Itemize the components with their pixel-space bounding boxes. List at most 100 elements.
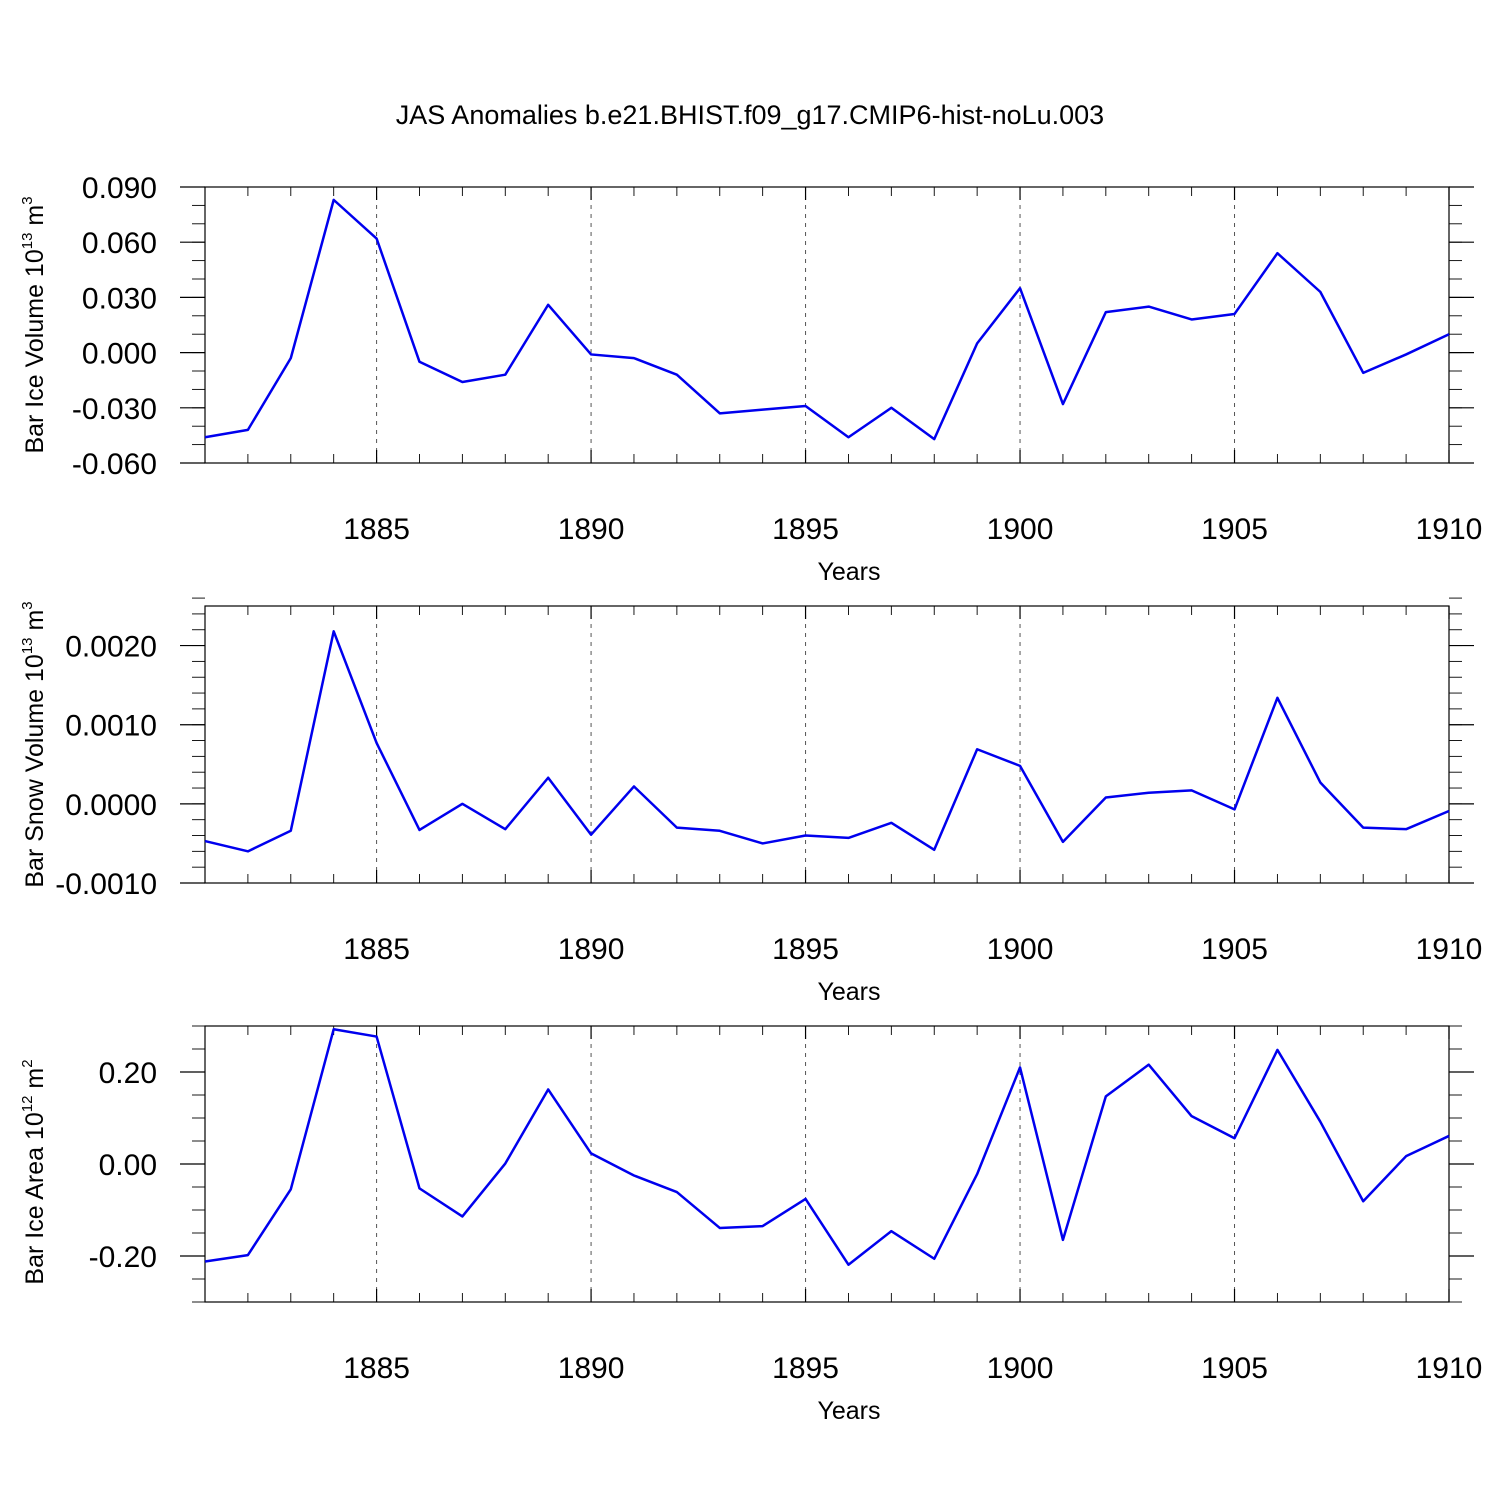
- y-tick-label: 0.00: [99, 1149, 157, 1182]
- data-point: [1104, 1094, 1108, 1098]
- y-axis-title-part-2: 13: [19, 637, 36, 654]
- y-tick-label: 0.000: [82, 338, 157, 371]
- data-point: [589, 833, 593, 837]
- data-point: [417, 1186, 421, 1190]
- y-axis-title-part-1: Bar Ice Area 10: [21, 1112, 49, 1284]
- data-point: [1361, 826, 1365, 830]
- x-tick-label: 1910: [1416, 933, 1483, 966]
- data-point: [1447, 809, 1451, 813]
- data-point: [975, 341, 979, 345]
- data-point: [761, 841, 765, 845]
- data-point: [589, 352, 593, 356]
- x-axis-title: Years: [817, 978, 880, 1006]
- x-tick-label: 1885: [343, 513, 410, 546]
- data-point: [718, 411, 722, 415]
- chart-panel-1: 1885 1890 1895 1900 1905 1910 -0.060 -0.030 0.00…: [19, 172, 1482, 586]
- x-axis-title: Years: [817, 558, 880, 586]
- y-tick-label: -0.030: [72, 393, 157, 426]
- y-axis-title: Bar Snow Volume 1013 m3: [19, 601, 49, 887]
- data-point: [1233, 807, 1237, 811]
- data-point: [1147, 305, 1151, 309]
- data-point: [1147, 791, 1151, 795]
- y-tick-label: -0.20: [89, 1241, 157, 1274]
- data-point: [1275, 1048, 1279, 1052]
- x-tick-label: 1895: [772, 1352, 839, 1385]
- data-point: [332, 629, 336, 633]
- data-point: [761, 408, 765, 412]
- data-point: [203, 435, 207, 439]
- data-point: [718, 829, 722, 833]
- data-point: [675, 826, 679, 830]
- data-point: [1318, 1120, 1322, 1124]
- data-point: [289, 829, 293, 833]
- data-point: [503, 827, 507, 831]
- data-point: [460, 802, 464, 806]
- data-point: [846, 836, 850, 840]
- data-point: [203, 839, 207, 843]
- data-point: [1233, 1136, 1237, 1140]
- data-point: [804, 404, 808, 408]
- data-point: [460, 380, 464, 384]
- y-tick-label: -0.060: [72, 448, 157, 481]
- data-point: [417, 828, 421, 832]
- figure-title: JAS Anomalies b.e21.BHIST.f09_g17.CMIP6-…: [396, 100, 1104, 130]
- data-point: [1275, 696, 1279, 700]
- data-point: [1018, 1065, 1022, 1069]
- x-tick-label: 1910: [1416, 513, 1483, 546]
- data-point: [1404, 1154, 1408, 1158]
- data-point: [1447, 332, 1451, 336]
- plot-frame: [204, 605, 1450, 884]
- data-point: [546, 1087, 550, 1091]
- data-point: [932, 1257, 936, 1261]
- data-point: [1318, 780, 1322, 784]
- y-tick-label: -0.0010: [55, 868, 157, 901]
- data-point: [246, 1253, 250, 1257]
- data-point: [1018, 286, 1022, 290]
- x-tick-label: 1900: [987, 1352, 1054, 1385]
- data-point: [1061, 402, 1065, 406]
- data-point: [203, 1260, 207, 1264]
- x-tick-label: 1890: [558, 1352, 625, 1385]
- x-tick-label: 1895: [772, 513, 839, 546]
- data-point: [1275, 251, 1279, 255]
- y-axis-title-part-1: Bar Ice Volume 10: [21, 249, 49, 453]
- x-tick-label: 1890: [558, 933, 625, 966]
- data-point: [246, 849, 250, 853]
- data-point: [1190, 1114, 1194, 1118]
- y-axis-title-part-3: m: [21, 610, 49, 638]
- y-tick-label: 0.060: [82, 227, 157, 260]
- data-point: [975, 747, 979, 751]
- data-point: [804, 834, 808, 838]
- x-tick-label: 1885: [343, 933, 410, 966]
- data-point: [375, 1035, 379, 1039]
- data-point: [889, 406, 893, 410]
- data-point: [503, 1162, 507, 1166]
- data-point: [289, 1187, 293, 1191]
- chart-panel-3: 1885 1890 1895 1900 1905 1910 -0.20 0.00 0.20 Yea…: [19, 1025, 1482, 1425]
- y-axis-title-part-2: 12: [19, 1096, 36, 1113]
- data-point: [1361, 1199, 1365, 1203]
- data-point: [632, 1174, 636, 1178]
- data-point: [1404, 827, 1408, 831]
- data-point: [1061, 840, 1065, 844]
- chart-panel-2: 1885 1890 1895 1900 1905 1910 -0.0010 0.0000 0.0…: [19, 597, 1483, 1006]
- x-tick-label: 1905: [1201, 933, 1268, 966]
- data-point: [289, 356, 293, 360]
- data-point: [675, 373, 679, 377]
- x-axis-title: Years: [817, 1397, 880, 1425]
- x-tick-label: 1900: [987, 513, 1054, 546]
- plot-frame: [204, 186, 1450, 464]
- y-tick-label: 0.0010: [65, 710, 157, 743]
- y-tick-label: 0.20: [99, 1057, 157, 1090]
- data-point: [589, 1151, 593, 1155]
- x-tick-label: 1905: [1201, 1352, 1268, 1385]
- data-point: [1404, 352, 1408, 356]
- data-point: [375, 741, 379, 745]
- data-point: [846, 1263, 850, 1267]
- data-point: [417, 360, 421, 364]
- data-point: [932, 437, 936, 441]
- data-point: [1447, 1134, 1451, 1138]
- data-point: [804, 1197, 808, 1201]
- data-point: [460, 1214, 464, 1218]
- y-axis-title: Bar Ice Volume 1013 m3: [19, 196, 49, 453]
